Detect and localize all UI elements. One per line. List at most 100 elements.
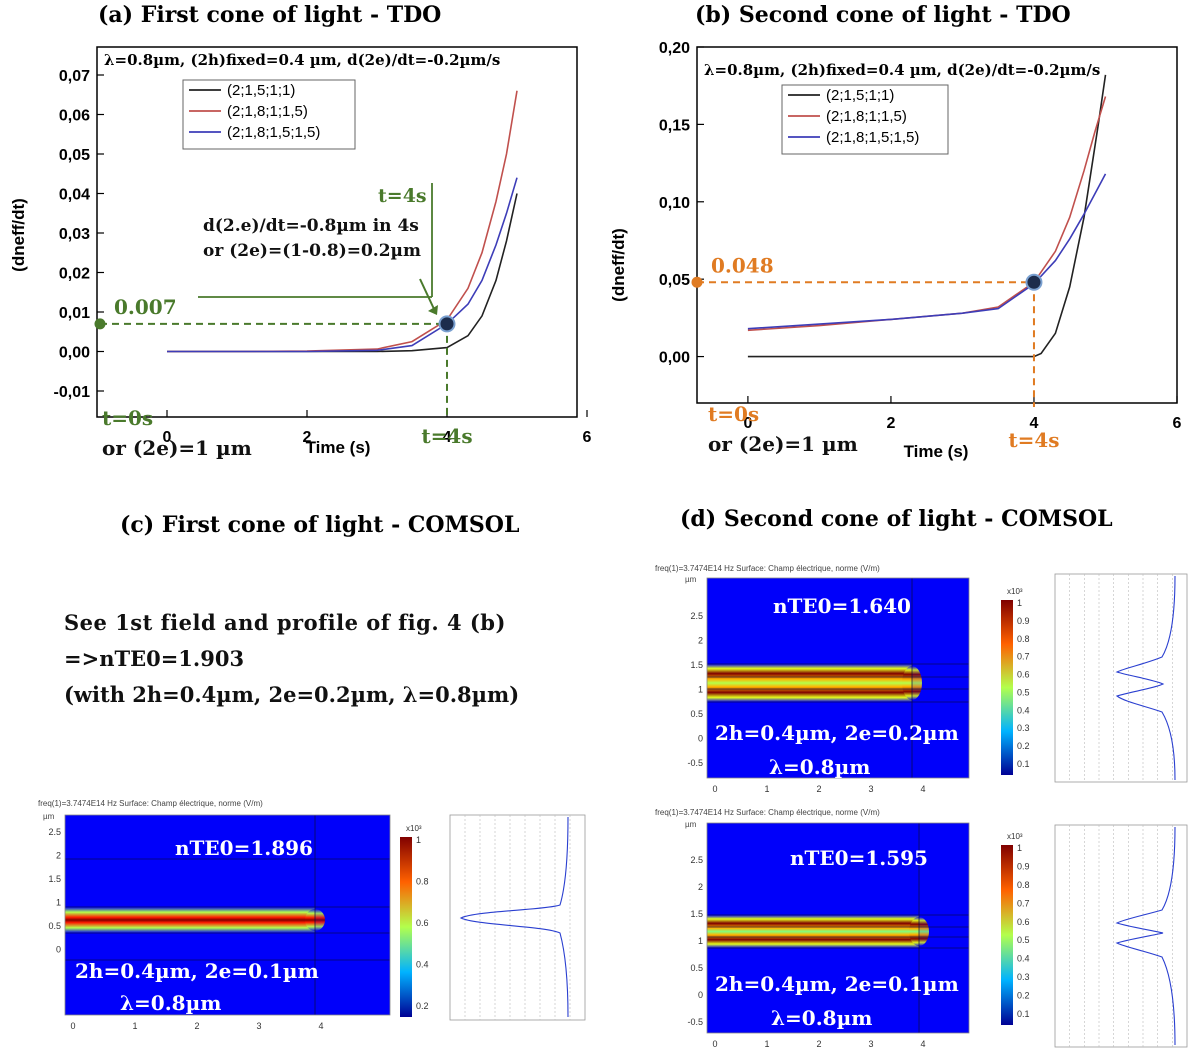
profile-panel [1054, 824, 1188, 1048]
colorbar-tick: 1 [1017, 843, 1022, 853]
title-d: (d) Second cone of light - COMSOL [680, 506, 1113, 532]
map-unit-label: µm [43, 812, 55, 821]
map-y-tick: 0 [698, 990, 703, 1000]
y-tick-label: 0,01 [59, 305, 90, 322]
map-y-tick: 2.5 [690, 611, 703, 621]
map-y-tick: 1.5 [690, 909, 703, 919]
colorbar-tick: 0.2 [416, 1001, 429, 1011]
legend-box [182, 79, 356, 150]
y-tick-label: 0,02 [59, 266, 90, 283]
chart-a: λ=0.8µm, (2h)fixed=0.4 µm, d(2e)/dt=-0.2… [9, 46, 592, 460]
point-marker [1025, 273, 1043, 291]
point-marker [438, 315, 456, 333]
colorbar-tick: 0.3 [1017, 972, 1030, 982]
map-x-tick: 2 [816, 784, 821, 794]
map-y-tick: 0.5 [48, 921, 61, 931]
plot-frame [706, 822, 970, 1034]
y-tick-label: 0,06 [59, 108, 90, 125]
colorbar-tick: 0.2 [1017, 991, 1030, 1001]
map-y-tick: 2.5 [48, 827, 61, 837]
map-x-tick: 2 [194, 1021, 199, 1031]
map-x-tick: 4 [920, 1039, 925, 1049]
map-y-tick: 2 [56, 851, 61, 861]
profile-panel [449, 814, 586, 1021]
y-tick-label: 0,00 [59, 345, 90, 362]
y-tick-label: 0,00 [659, 350, 690, 367]
y-tick-label: 0,10 [659, 195, 690, 212]
comsol-map-d2: freq(1)=3.7474E14 Hz Surface: Champ élec… [655, 808, 1188, 1049]
map-x-tick: 4 [318, 1021, 323, 1031]
map-x-tick: 3 [868, 784, 873, 794]
legend-label-2: (2;1,8;1,5;1,5) [227, 124, 320, 141]
y-tick-label: 0,05 [659, 272, 690, 289]
colorbar-tick: 0.7 [1017, 898, 1030, 908]
value-label: 0.048 [711, 253, 774, 277]
colorbar [1001, 845, 1013, 1025]
colorbar-tick: 0.8 [416, 877, 429, 887]
header-a: λ=0.8µm, (2h)fixed=0.4 µm, d(2e)/dt=-0.2… [104, 51, 500, 69]
y-tick-label: 0,20 [659, 40, 690, 57]
map-y-tick: 2 [698, 882, 703, 892]
plot-frame [64, 814, 391, 1016]
map-x-tick: 1 [764, 784, 769, 794]
y-tick-label: -0,01 [54, 384, 91, 401]
value-label: 0.007 [114, 295, 177, 319]
map-y-tick: 0 [56, 945, 61, 955]
colorbar-tick: 0.6 [416, 918, 429, 928]
field-mode-band [65, 907, 315, 933]
y-tick-label: 0,05 [59, 147, 90, 164]
y-tick-label: 0,03 [59, 226, 90, 243]
annotation-arrow [419, 278, 435, 310]
colorbar-tick: 1 [1017, 598, 1022, 608]
annotations-b: 0.048 t=0s or (2e)=1 µm t=4s [691, 253, 1060, 456]
t0-sub-label: or (2e)=1 µm [708, 432, 858, 456]
x-tick-label: 0 [163, 429, 172, 446]
colorbar-scale: x10³ [1007, 832, 1023, 841]
profile-curve [459, 816, 569, 1018]
comsol-map-c: freq(1)=3.7474E14 Hz Surface: Champ élec… [38, 799, 586, 1031]
map-y-tick: 1 [698, 685, 703, 695]
map-y-tick: 0.5 [690, 709, 703, 719]
map-y-tick: 1 [698, 936, 703, 946]
x-tick-label: 2 [886, 415, 895, 432]
profile-curve [1115, 575, 1176, 781]
colorbar-tick: 0.4 [1017, 705, 1030, 715]
lambda-label: λ=0.8µm [771, 1006, 872, 1030]
legend-a: (2;1,5;1;1) (2;1,8;1;1,5) (2;1,8;1,5;1,5) [182, 79, 356, 150]
t4-label: t=4s [1008, 428, 1059, 452]
colorbar-tick: 0.6 [1017, 670, 1030, 680]
t0-label: t=0s [102, 406, 153, 430]
colorbar-tick: 0.5 [1017, 935, 1030, 945]
map-x-tick: 0 [712, 1039, 717, 1049]
xlabel-a: Time (s) [306, 438, 371, 457]
map-y-tick: 2 [698, 636, 703, 646]
t4-label: t=4s [421, 424, 472, 448]
annotation-line-2: or (2e)=(1-0.8)=0.2µm [203, 241, 421, 261]
legend-label-0: (2;1,5;1;1) [227, 82, 295, 99]
params-label: 2h=0.4µm, 2e=0.2µm [715, 721, 959, 745]
colorbar-tick: 0.4 [1017, 954, 1030, 964]
map-header: freq(1)=3.7474E14 Hz Surface: Champ élec… [655, 564, 880, 573]
map-header: freq(1)=3.7474E14 Hz Surface: Champ élec… [38, 799, 263, 808]
x-tick-label: 4 [1030, 415, 1039, 432]
colorbar-tick: 0.3 [1017, 723, 1030, 733]
map-y-tick: 1.5 [690, 660, 703, 670]
x-tick-label: 2 [303, 429, 312, 446]
annotations-a: 0.007 t=0s or (2e)=1 µm t=4s t=4s d(2.e)/dt=-… [94, 183, 473, 460]
colorbar-tick: 0.2 [1017, 741, 1030, 751]
map-x-tick: 1 [764, 1039, 769, 1049]
legend-label-0: (2;1,5;1;1) [826, 87, 894, 104]
map-x-tick: 1 [132, 1021, 137, 1031]
plot-frame [706, 577, 970, 779]
neff-label: nTE0=1.896 [175, 836, 313, 860]
colorbar-scale: x10³ [1007, 587, 1023, 596]
colorbar-tick: 0.8 [1017, 634, 1030, 644]
map-x-tick: 0 [70, 1021, 75, 1031]
colorbar-tick: 0.5 [1017, 687, 1030, 697]
legend-box [781, 84, 949, 155]
colorbar [400, 837, 412, 1017]
lambda-label: λ=0.8µm [769, 755, 870, 779]
map-x-tick: 4 [920, 784, 925, 794]
profile-panel [1054, 573, 1188, 783]
map-y-tick: 1 [56, 898, 61, 908]
